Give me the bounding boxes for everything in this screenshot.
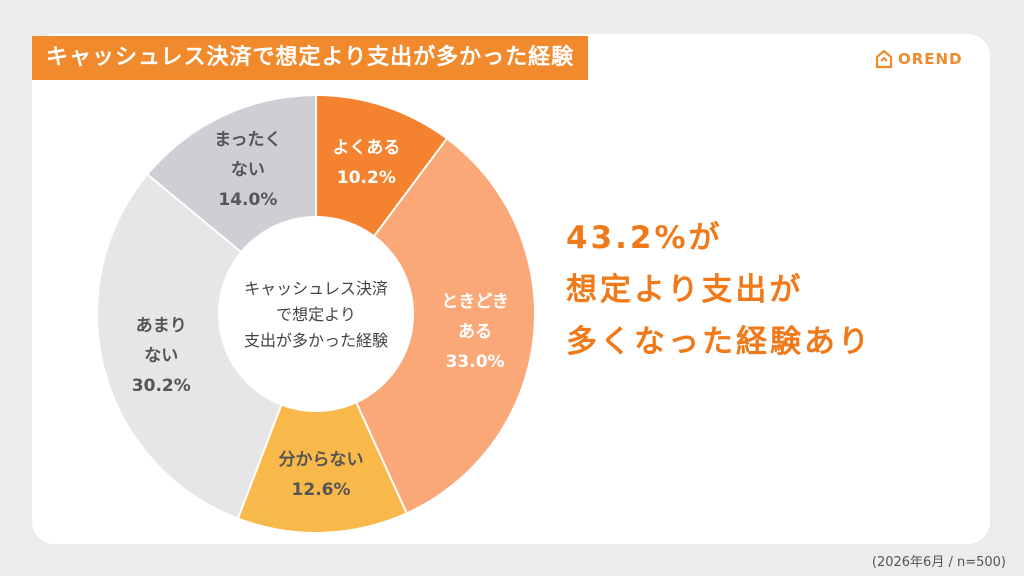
highlight-line-1: 43.2%が — [566, 220, 723, 256]
house-icon — [875, 49, 893, 69]
footnote: (2026年6月 / n=500) — [871, 555, 1006, 570]
slice-name-2: 分からない — [279, 450, 364, 470]
center-label-line: で想定より — [276, 305, 356, 324]
slice-label-2: 分からない 12.6% — [279, 450, 364, 500]
chart-title: キャッシュレス決済で想定より支出が多かった経験 — [32, 36, 589, 80]
slice-name-3: あまり — [136, 316, 187, 336]
pie-slice-3 — [97, 175, 282, 518]
pie-slice-0 — [316, 96, 447, 236]
highlight-line-2: 想定より支出が — [566, 272, 804, 308]
slice-name-4: ない — [231, 160, 265, 180]
center-label: キャッシュレス決済で想定より支出が多かった経験 — [244, 279, 388, 350]
brand-logo: OREND — [874, 46, 963, 72]
center-label-line: キャッシュレス決済 — [244, 279, 388, 298]
pie-slice-2 — [238, 403, 407, 532]
slice-value-2: 12.6% — [292, 480, 351, 500]
slice-value-4: 14.0% — [218, 190, 277, 210]
slice-name-3: ない — [144, 346, 178, 366]
slice-name-0: よくある — [332, 138, 400, 158]
slice-name-4: まったく — [214, 130, 281, 150]
slice-value-1: 33.0% — [446, 352, 505, 372]
pie-slice-4 — [148, 96, 316, 252]
logo-text: OREND — [898, 50, 963, 68]
highlight-line-3: 多くなった経験あり — [566, 324, 872, 360]
slice-name-1: ある — [458, 322, 492, 342]
slice-name-1: ときどき — [441, 292, 509, 312]
center-label-line: 支出が多かった経験 — [244, 331, 388, 350]
slice-value-3: 30.2% — [132, 376, 191, 396]
slice-label-0: よくある 10.2% — [332, 138, 400, 188]
pie-slice-1 — [356, 139, 534, 513]
slice-value-0: 10.2% — [337, 168, 396, 188]
highlight-text: 43.2%が 想定より支出が 多くなった経験あり — [566, 212, 872, 368]
